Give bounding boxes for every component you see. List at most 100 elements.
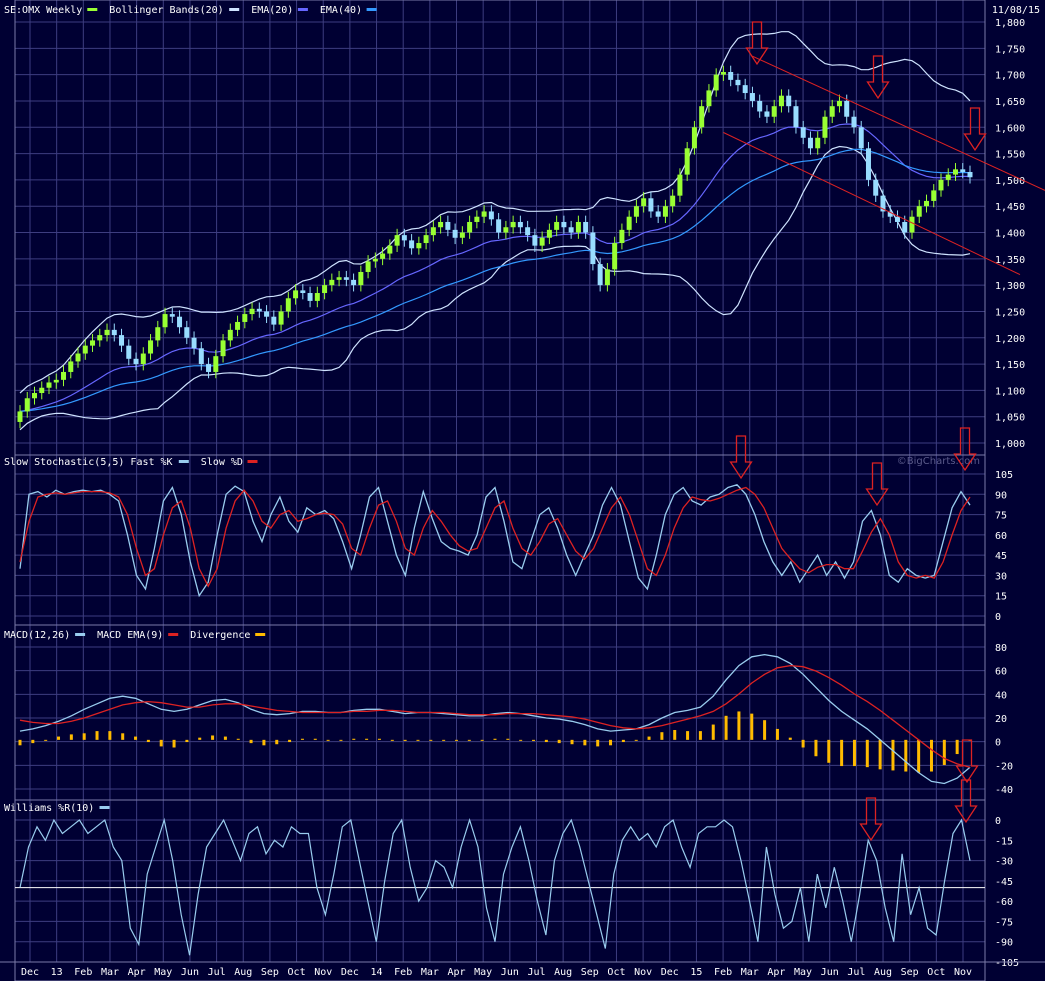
y-axis-label: 1,150: [995, 360, 1025, 371]
annotation-arrow: [955, 739, 979, 784]
candle-body: [307, 293, 313, 301]
annotation-arrow: [865, 462, 889, 507]
candle-body: [474, 216, 480, 222]
legend-swatch: [247, 460, 258, 463]
divergence-bar: [429, 739, 433, 741]
candle-body: [496, 219, 502, 233]
y-axis-label: 1,400: [995, 229, 1025, 240]
candle-body: [967, 171, 973, 178]
y-axis-label: -20: [995, 761, 1013, 772]
candle-body: [554, 221, 560, 230]
divergence-bar: [519, 739, 523, 741]
legend-label: Williams %R(10): [4, 803, 94, 814]
x-axis-label: 13: [51, 967, 63, 978]
y-axis-label: -30: [995, 857, 1013, 868]
legend-swatch: [168, 633, 179, 636]
divergence-bar: [108, 731, 112, 740]
divergence-bar: [621, 739, 625, 743]
divergence-bar: [801, 739, 805, 748]
candle-body: [111, 329, 117, 336]
candle-body: [133, 358, 139, 365]
candle-body: [97, 335, 103, 341]
divergence-bar: [788, 737, 792, 740]
candle-body: [815, 137, 821, 149]
candle-body: [220, 340, 226, 357]
x-axis-label: Apr: [447, 967, 465, 978]
candle-body: [242, 314, 248, 322]
divergence-bar: [134, 736, 138, 740]
divergence-bar: [763, 720, 767, 740]
x-axis-label: Mar: [101, 967, 119, 978]
divergence-bar: [686, 731, 690, 740]
candle-body: [844, 100, 850, 117]
x-axis-label: Aug: [554, 967, 572, 978]
x-axis-label: Aug: [874, 967, 892, 978]
legend-swatch: [87, 8, 98, 11]
candle-body: [53, 379, 59, 383]
candle-body: [699, 106, 705, 128]
watermark: ©BigCharts.com: [897, 456, 980, 467]
candle-body: [75, 353, 81, 362]
divergence-bar: [288, 739, 292, 743]
x-axis-label: Jun: [501, 967, 519, 978]
candle-body: [372, 258, 378, 262]
candle-body: [61, 371, 67, 380]
divergence-bar: [172, 739, 176, 748]
candle-body: [467, 221, 473, 233]
divergence-bar: [583, 739, 587, 746]
divergence-bar: [377, 738, 381, 740]
fast-k-line: [19, 484, 971, 598]
legend-swatch: [366, 8, 377, 11]
divergence-bar: [737, 711, 741, 740]
candle-body: [191, 337, 197, 349]
candle-body: [728, 71, 734, 80]
y-axis-label: 1,350: [995, 255, 1025, 266]
candle-body: [916, 206, 922, 217]
candle-body: [786, 95, 792, 107]
candle-body: [619, 229, 625, 244]
ema20-line: [19, 123, 971, 412]
candle-body: [612, 243, 618, 270]
candle-body: [249, 308, 255, 315]
candle-body: [430, 227, 436, 236]
x-axis-label: Feb: [394, 967, 412, 978]
legend-label: EMA(20): [251, 5, 293, 16]
candle-body: [104, 329, 110, 336]
candle-body: [757, 100, 763, 112]
candle-body: [517, 221, 523, 228]
candle-body: [343, 277, 349, 280]
candle-body: [401, 235, 407, 241]
x-axis-label: Sep: [261, 967, 279, 978]
ema40-line: [19, 148, 971, 412]
candle-body: [539, 237, 545, 246]
y-axis-label: 40: [995, 690, 1007, 701]
legend-label: EMA(40): [320, 5, 362, 16]
candle-body: [300, 290, 306, 294]
date-label: 11/08/15: [992, 5, 1040, 16]
x-axis-label: Oct: [288, 967, 306, 978]
x-axis-label: Apr: [128, 967, 146, 978]
candle-body: [488, 211, 494, 220]
x-axis-label: Jun: [181, 967, 199, 978]
candle-body: [409, 240, 415, 249]
candle-body: [873, 179, 879, 196]
candle-body: [902, 221, 908, 233]
x-axis-label: May: [794, 967, 812, 978]
legend-swatch: [297, 8, 308, 11]
annotation-arrow: [866, 55, 890, 100]
divergence-bar: [673, 730, 677, 740]
candle-body: [735, 79, 741, 86]
x-axis-label: Mar: [741, 967, 759, 978]
candle-body: [314, 293, 320, 301]
divergence-bar: [750, 713, 754, 740]
x-axis-label: Nov: [954, 967, 972, 978]
candle-body: [887, 211, 893, 217]
candle-body: [148, 340, 154, 354]
divergence-bar: [57, 736, 61, 740]
candle-body: [597, 264, 603, 286]
candle-body: [481, 211, 487, 217]
y-axis-label: 60: [995, 531, 1007, 542]
macd-line: [19, 653, 971, 785]
slow-d-line: [19, 486, 971, 588]
legend-label: Divergence: [190, 630, 250, 641]
